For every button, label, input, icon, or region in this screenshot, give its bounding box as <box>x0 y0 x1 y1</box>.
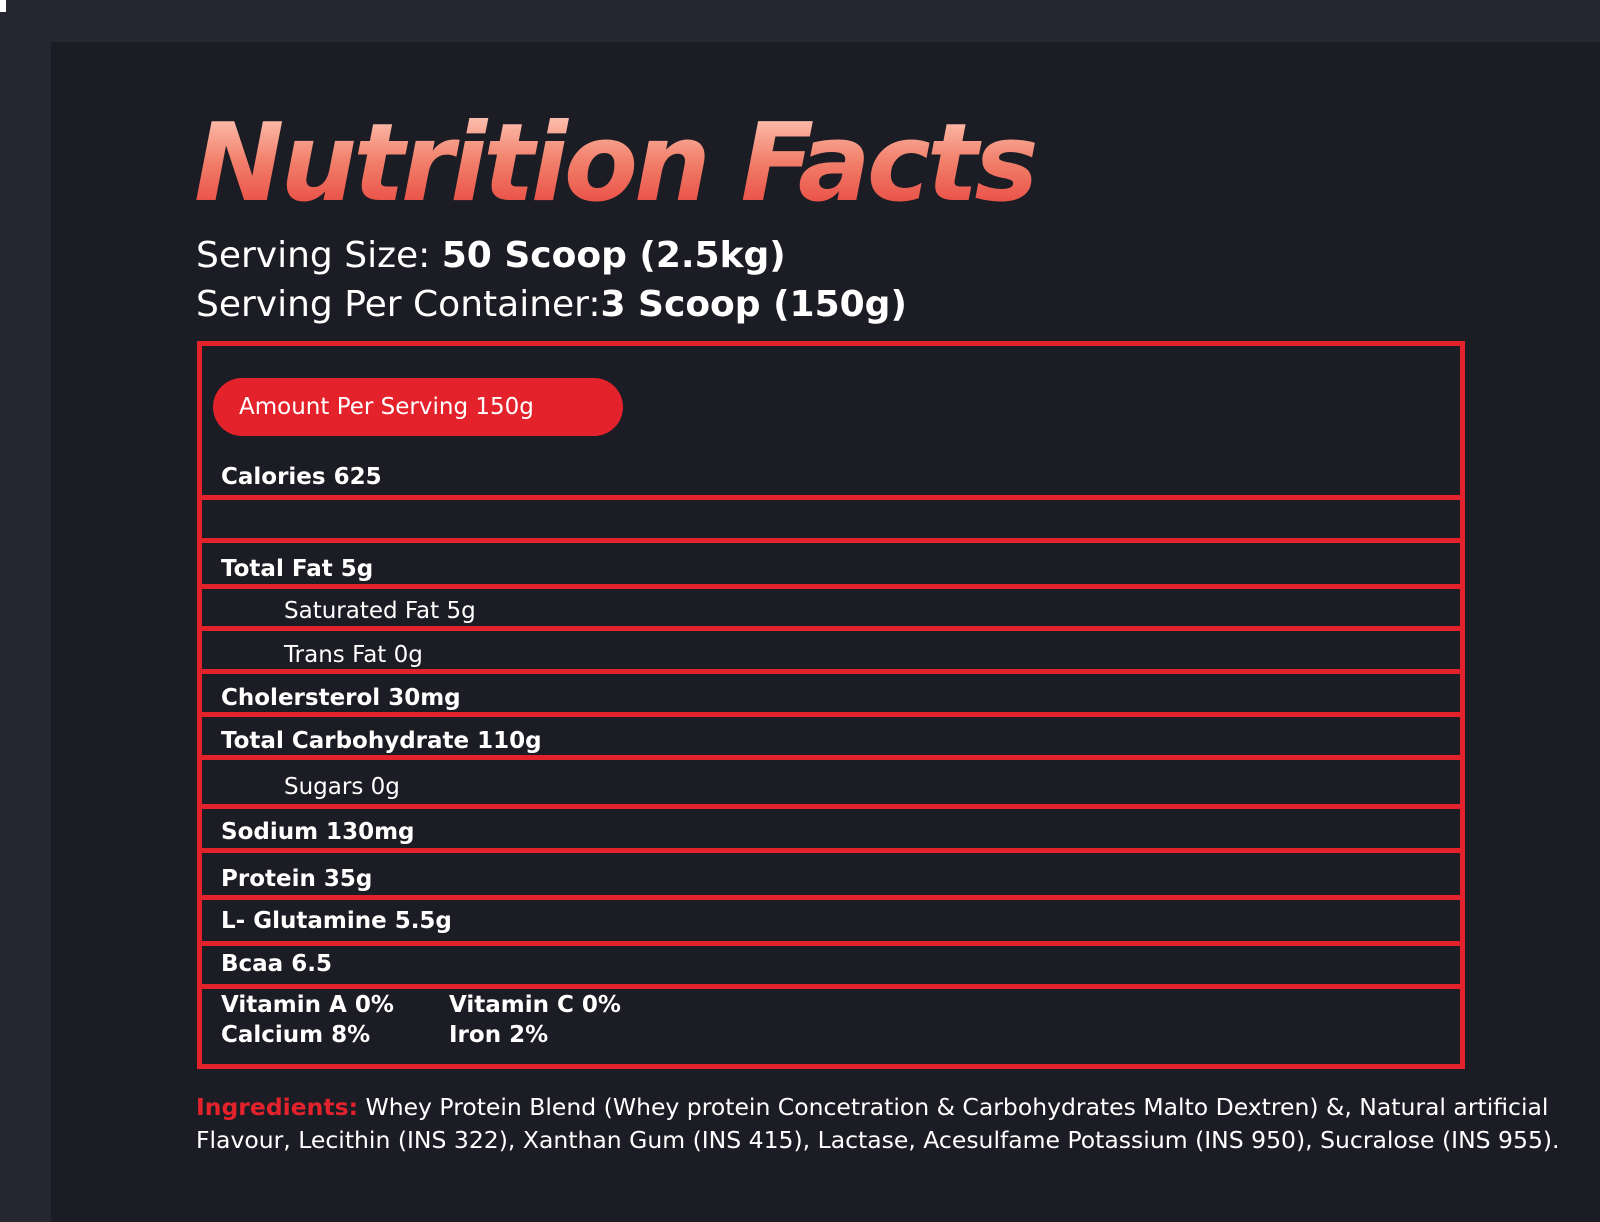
calcium-value: Calcium 8% <box>221 1022 371 1048</box>
protein-row: Protein 35g <box>221 866 373 892</box>
ingredients-list: Whey Protein Blend (Whey protein Concetr… <box>196 1093 1560 1154</box>
row-divider <box>202 712 1460 717</box>
nutrition-facts-table: Amount Per Serving 150g Calories 625 Tot… <box>197 341 1465 1069</box>
row-divider <box>202 584 1460 589</box>
row-divider <box>202 755 1460 760</box>
sodium-row: Sodium 130mg <box>221 819 415 845</box>
serving-size: Serving Size: 50 Scoop (2.5kg) <box>196 238 786 274</box>
ingredients-label: Ingredients: <box>196 1093 358 1121</box>
row-divider <box>202 495 1460 500</box>
servings-per-container-value: 3 Scoop (150g) <box>600 284 907 325</box>
row-divider <box>202 626 1460 631</box>
row-divider <box>202 941 1460 946</box>
saturated-fat-row: Saturated Fat 5g <box>284 598 476 624</box>
iron-value: Iron 2% <box>449 1022 549 1048</box>
row-divider <box>202 669 1460 674</box>
cholesterol-row: Cholersterol 30mg <box>221 685 461 711</box>
vitamin-a-value: Vitamin A 0% <box>221 992 394 1018</box>
servings-per-container: Serving Per Container:3 Scoop (150g) <box>196 287 907 323</box>
bcaa-row: Bcaa 6.5 <box>221 951 332 977</box>
servings-per-container-label: Serving Per Container: <box>196 284 601 325</box>
amount-per-serving-badge: Amount Per Serving 150g <box>213 378 623 436</box>
total-carbohydrate-row: Total Carbohydrate 110g <box>221 728 542 754</box>
label-panel <box>51 42 1600 1222</box>
page-title: Nutrition Facts <box>194 101 1039 226</box>
row-divider <box>202 984 1460 989</box>
serving-size-value: 50 Scoop (2.5kg) <box>441 235 786 276</box>
row-divider <box>202 538 1460 543</box>
sugars-row: Sugars 0g <box>284 774 400 800</box>
row-divider <box>202 804 1460 809</box>
total-fat-row: Total Fat 5g <box>221 556 374 582</box>
vitamin-c-value: Vitamin C 0% <box>449 992 621 1018</box>
row-divider <box>202 848 1460 853</box>
l-glutamine-row: L- Glutamine 5.5g <box>221 908 452 934</box>
trans-fat-row: Trans Fat 0g <box>284 642 423 668</box>
ingredients-text: Ingredients: Whey Protein Blend (Whey pr… <box>196 1091 1596 1157</box>
calories-row: Calories 625 <box>221 464 382 490</box>
serving-size-label: Serving Size: <box>196 235 442 276</box>
corner-mark <box>0 0 6 12</box>
row-divider <box>202 895 1460 900</box>
